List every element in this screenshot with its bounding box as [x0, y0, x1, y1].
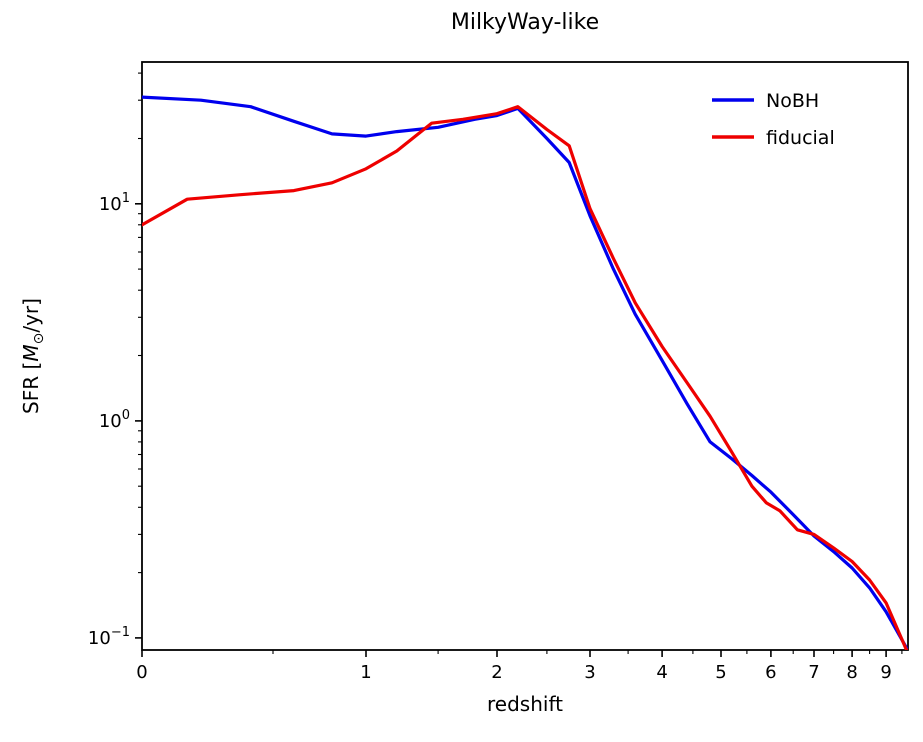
- legend-label-fiducial: fiducial: [766, 127, 835, 149]
- x-tick-label: 9: [880, 662, 891, 683]
- x-tick-label: 6: [765, 662, 776, 683]
- y-tick-label: 101: [99, 191, 130, 215]
- y-tick-label: 10−1: [88, 625, 130, 649]
- x-tick-label: 5: [715, 662, 726, 683]
- chart-title: MilkyWay-like: [450, 10, 600, 35]
- y-tick-label: 100: [99, 408, 130, 432]
- series-line-fiducial: [142, 105, 908, 650]
- x-axis-label: redshift: [487, 692, 563, 716]
- x-tick-label: 4: [656, 662, 667, 683]
- legend: NoBH fiducial: [712, 90, 835, 149]
- legend-label-NoBH: NoBH: [766, 90, 819, 112]
- y-axis-label: SFR [M⊙/yr]: [19, 298, 47, 414]
- x-tick-label: 0: [136, 662, 147, 683]
- axes-box: [141, 61, 909, 651]
- x-tick-label: 8: [846, 662, 857, 683]
- x-tick-label: 2: [491, 662, 502, 683]
- x-tick-label: 7: [808, 662, 819, 683]
- x-tick-label: 3: [584, 662, 595, 683]
- series-line-NoBH: [142, 95, 908, 650]
- x-tick-label: 1: [360, 662, 371, 683]
